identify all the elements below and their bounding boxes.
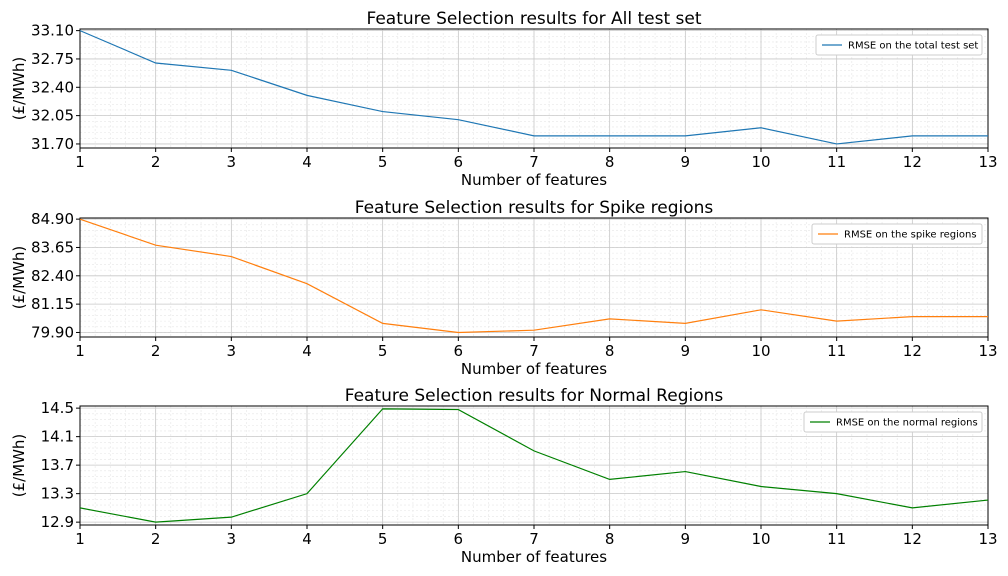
x-tick-label: 6 xyxy=(454,153,464,171)
x-tick-label: 10 xyxy=(751,342,770,360)
x-tick-label: 6 xyxy=(454,342,464,360)
y-tick-label: 32.05 xyxy=(31,107,74,125)
x-tick-label: 6 xyxy=(454,530,464,548)
x-tick-label: 5 xyxy=(378,530,388,548)
legend-label: RMSE on the normal regions xyxy=(836,418,978,429)
x-tick-label: 2 xyxy=(151,530,161,548)
y-tick-label: 82.40 xyxy=(31,267,74,285)
x-tick-label: 5 xyxy=(378,153,388,171)
y-tick-label: 12.9 xyxy=(41,513,74,531)
x-tick-label: 5 xyxy=(378,342,388,360)
y-axis-label: (£/MWh) xyxy=(10,246,28,310)
x-axis-label: Number of features xyxy=(461,548,607,566)
x-tick-label: 9 xyxy=(681,153,691,171)
legend-box xyxy=(811,223,983,245)
x-tick-label: 2 xyxy=(151,342,161,360)
x-tick-label: 10 xyxy=(751,530,770,548)
y-tick-label: 13.3 xyxy=(41,485,74,503)
x-tick-label: 4 xyxy=(302,342,312,360)
y-axis-label: (£/MWh) xyxy=(10,434,28,498)
y-tick-label: 32.75 xyxy=(31,50,74,68)
x-tick-label: 13 xyxy=(978,342,997,360)
chart-title: Feature Selection results for Normal Reg… xyxy=(345,386,724,406)
y-axis-label: (£/MWh) xyxy=(10,57,28,121)
y-tick-label: 13.7 xyxy=(41,456,74,474)
x-axis-label: Number of features xyxy=(461,360,607,378)
x-tick-label: 3 xyxy=(227,342,237,360)
x-tick-label: 1 xyxy=(75,530,85,548)
x-tick-label: 3 xyxy=(227,530,237,548)
x-tick-label: 10 xyxy=(751,153,770,171)
x-tick-label: 3 xyxy=(227,153,237,171)
x-axis-label: Number of features xyxy=(461,171,607,189)
chart-panel: 1 2 3 4 5 6 7 8 9 10 11 12 1312.913.313.714.114.5Fea… xyxy=(10,386,998,566)
y-tick-label: 81.15 xyxy=(31,295,74,313)
legend-label: RMSE on the spike regions xyxy=(844,230,977,241)
legend: RMSE on the normal regions xyxy=(803,411,983,433)
y-tick-label: 83.65 xyxy=(31,238,74,256)
x-tick-label: 4 xyxy=(302,530,312,548)
x-tick-label: 8 xyxy=(605,153,615,171)
series-line xyxy=(79,30,988,145)
x-tick-label: 13 xyxy=(978,530,997,548)
x-tick-label: 12 xyxy=(903,153,922,171)
x-tick-label: 1 xyxy=(75,153,85,171)
chart-panel: 1 2 3 4 5 6 7 8 9 10 11 12 1331.7032.0532.4032.7533.… xyxy=(10,9,998,189)
legend: RMSE on the total test set xyxy=(815,34,983,56)
chart-title: Feature Selection results for Spike regi… xyxy=(355,198,714,218)
y-tick-label: 79.90 xyxy=(31,323,74,341)
legend-label: RMSE on the total test set xyxy=(848,41,978,52)
series-line xyxy=(79,408,989,523)
x-tick-label: 12 xyxy=(903,342,922,360)
y-tick-label: 31.70 xyxy=(31,135,74,153)
x-tick-label: 7 xyxy=(529,153,539,171)
chart-panel: 1 2 3 4 5 6 7 8 9 10 11 12 1379.9081.1582.4083.6584.… xyxy=(10,198,998,378)
x-tick-label: 9 xyxy=(681,530,691,548)
x-tick-label: 7 xyxy=(529,530,539,548)
x-tick-label: 11 xyxy=(827,153,846,171)
x-tick-label: 8 xyxy=(605,342,615,360)
legend: RMSE on the spike regions xyxy=(811,223,983,245)
y-tick-label: 14.5 xyxy=(41,399,74,417)
x-tick-label: 8 xyxy=(605,530,615,548)
y-tick-label: 14.1 xyxy=(41,428,74,446)
series-line xyxy=(79,218,988,334)
legend-box xyxy=(815,34,983,56)
y-tick-label: 33.10 xyxy=(31,22,74,40)
chart-title: Feature Selection results for All test s… xyxy=(366,9,701,29)
major-grid xyxy=(79,218,989,337)
x-tick-label: 12 xyxy=(903,530,922,548)
x-tick-label: 11 xyxy=(827,342,846,360)
y-tick-label: 84.90 xyxy=(31,210,74,228)
x-tick-label: 13 xyxy=(978,153,997,171)
x-tick-label: 9 xyxy=(681,342,691,360)
x-tick-label: 11 xyxy=(827,530,846,548)
x-tick-label: 7 xyxy=(529,342,539,360)
legend-box xyxy=(803,411,983,433)
y-tick-label: 32.40 xyxy=(31,78,74,96)
x-tick-label: 1 xyxy=(75,342,85,360)
major-grid xyxy=(79,29,989,148)
x-tick-label: 4 xyxy=(302,153,312,171)
x-tick-label: 2 xyxy=(151,153,161,171)
